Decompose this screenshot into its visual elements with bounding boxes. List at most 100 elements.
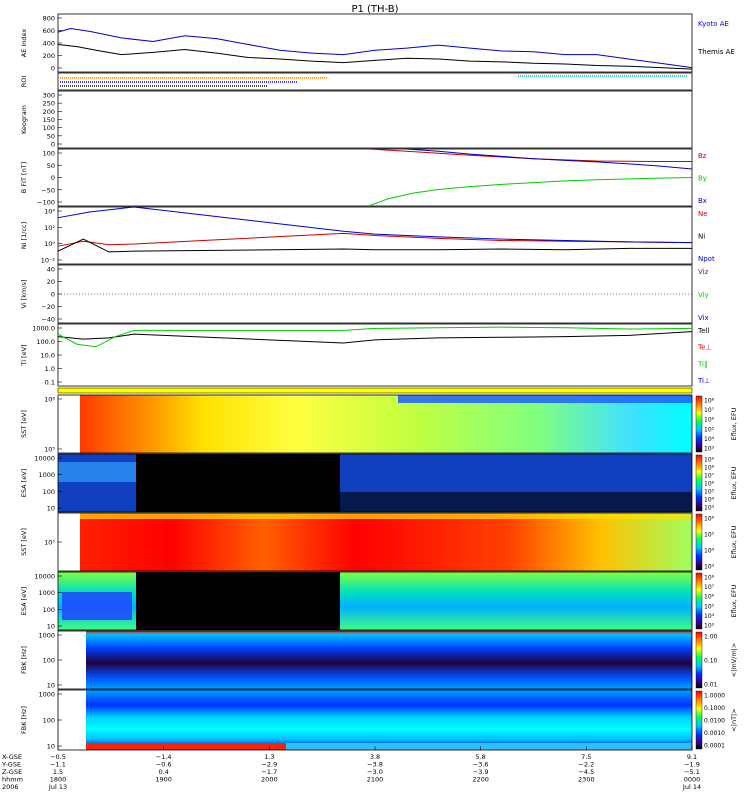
colorbar-tick-label: 10⁵ bbox=[704, 426, 715, 433]
colorbar-tick-label: 10⁶ bbox=[704, 417, 715, 424]
y-tick-label: 10⁶ bbox=[44, 396, 55, 404]
series-line-themis-ae bbox=[57, 43, 693, 70]
colorbar-tick-label: 1.0000 bbox=[704, 693, 725, 700]
colorbar-tick-label: 0.0001 bbox=[704, 743, 725, 750]
colorbar-tick-label: 10⁷ bbox=[704, 473, 715, 480]
y-axis-label: Keogram bbox=[20, 105, 28, 134]
colorbar-label: <|nT|> bbox=[730, 708, 738, 731]
x-tick-label: 1900 bbox=[155, 776, 172, 784]
y-tick-label: −100 bbox=[37, 199, 55, 207]
x-row-label: 2006 bbox=[2, 783, 19, 791]
figure-title: P1 (TH-B) bbox=[351, 4, 398, 15]
esa-e-black-gap bbox=[136, 454, 340, 512]
series-line-kyoto-ae bbox=[57, 27, 693, 69]
y-tick-label: 1000 bbox=[38, 471, 55, 479]
y-tick-label: 400 bbox=[43, 40, 55, 48]
panel-bfield: B FIT [nT] 100 50 0 −50 −100 Bz By Bx bbox=[20, 148, 707, 207]
x-tick-label: −2.2 bbox=[578, 761, 594, 769]
y-tick-label: 150 bbox=[43, 116, 55, 124]
colorbar-tick-label: 10⁷ bbox=[704, 407, 715, 414]
x-tick-label: 0000 bbox=[684, 776, 701, 784]
y-tick-label: 0 bbox=[51, 65, 55, 73]
x-tick-label: 1.5 bbox=[53, 768, 63, 776]
legend-ti: Ti⊥ bbox=[697, 377, 710, 385]
y-axis-label: FBK [Hz] bbox=[20, 646, 28, 674]
y-tick-label: 0.1 bbox=[45, 379, 55, 387]
y-tick-label: −20 bbox=[41, 303, 55, 311]
series-line-ni bbox=[57, 238, 692, 253]
x-tick-label: −2.9 bbox=[261, 761, 277, 769]
fbk-b-lowband2 bbox=[286, 743, 692, 750]
y-tick-label: 10⁻² bbox=[41, 257, 56, 265]
panel-frame bbox=[57, 90, 693, 149]
y-tick-label: 100.0 bbox=[36, 338, 55, 346]
colorbar-tick-label: 0.01 bbox=[704, 682, 718, 689]
y-tick-label: 50 bbox=[47, 132, 55, 140]
fbk-b-lowband bbox=[86, 743, 286, 750]
colorbar bbox=[695, 513, 703, 571]
x-row-label: X-GSE bbox=[2, 753, 22, 761]
y-tick-label: 10000 bbox=[34, 455, 55, 463]
y-tick-label: 0 bbox=[51, 141, 55, 149]
colorbar-tick-label: 10⁴ bbox=[704, 613, 715, 620]
x-tick-label: −1.7 bbox=[261, 768, 277, 776]
panel-velocity: Vi [km/s] 40 20 0 −20 −40 Viz Viy Vix bbox=[20, 264, 709, 324]
y-tick-label: 1000 bbox=[38, 691, 55, 699]
colorbar-tick-label: 10⁶ bbox=[704, 481, 715, 488]
x-tick-label: 2300 bbox=[578, 776, 595, 784]
colorbar-label: Eflux, EFU bbox=[730, 584, 738, 617]
y-axis-label: ESA [eV] bbox=[20, 587, 28, 615]
colorbar-tick-label: 10⁴ bbox=[704, 497, 715, 504]
y-tick-label: 10⁴ bbox=[44, 208, 55, 216]
panel-frame bbox=[57, 13, 693, 73]
colorbar-tick-label: 10⁵ bbox=[704, 489, 715, 496]
y-tick-label: 300 bbox=[43, 92, 55, 100]
legend-te: Te⊥ bbox=[697, 344, 712, 352]
x-tick-label: 7.5 bbox=[581, 753, 591, 761]
panel-frame bbox=[57, 394, 693, 454]
colorbar bbox=[695, 690, 703, 750]
legend-bz: Bz bbox=[698, 152, 707, 160]
y-tick-label: 1000.0 bbox=[32, 325, 55, 333]
y-axis-label: ESA [eV] bbox=[20, 469, 28, 497]
panel-esa_e: ESA [eV] 10000 1000 100 10 10⁹10⁸10⁷10⁶10⁵10⁴… bbox=[20, 453, 738, 513]
legend-viz: Viz bbox=[698, 268, 709, 276]
panel-esa_i: ESA [eV] 10000 1000 100 10 10⁸ 10⁷ 10⁶ 10⁵ 10⁴ 10³… bbox=[20, 571, 738, 631]
panel-fbk_b: FBK [Hz] 1000 100 10 1.0000 0.1000 0.0100 0.001… bbox=[20, 689, 738, 751]
x-tick-label: Jul 13 bbox=[48, 783, 67, 791]
colorbar-tick-label: 10⁸ bbox=[704, 575, 715, 582]
legend-vix: Vix bbox=[698, 314, 709, 322]
colorbar-label: Eflux, EFU bbox=[730, 466, 738, 499]
colorbar bbox=[695, 454, 703, 512]
x-tick-label: 1.3 bbox=[264, 753, 274, 761]
panel-frame bbox=[57, 72, 693, 91]
legend-bx: Bx bbox=[698, 197, 707, 205]
sst-i-topband bbox=[80, 513, 692, 519]
colorbar-tick-label: 0.1000 bbox=[704, 705, 725, 712]
y-axis-label: B FIT [nT] bbox=[20, 162, 28, 193]
x-tick-label: −1.1 bbox=[50, 761, 66, 769]
y-tick-label: 100 bbox=[43, 150, 55, 158]
series-line-npot bbox=[57, 206, 693, 244]
y-tick-label: 10 bbox=[47, 682, 55, 690]
sst-e-topband bbox=[398, 395, 692, 403]
panel-frame bbox=[57, 264, 693, 324]
legend-tell: Tell bbox=[697, 327, 709, 335]
series-line-bx bbox=[406, 148, 693, 170]
colorbar-tick-label: 0.0010 bbox=[704, 730, 725, 737]
y-tick-label: 10⁰ bbox=[44, 240, 55, 248]
y-axis-label: AE Index bbox=[20, 29, 28, 58]
esa-i-lowband bbox=[62, 592, 132, 620]
series-line-bz bbox=[368, 148, 692, 163]
x-tick-label: −3.9 bbox=[473, 768, 489, 776]
x-tick-label: 2100 bbox=[367, 776, 384, 784]
sst-i-gap bbox=[58, 513, 80, 571]
y-tick-label: 100 bbox=[43, 488, 55, 496]
esa-i-black-gap bbox=[136, 572, 340, 630]
y-axis-label: SST [eV] bbox=[20, 528, 28, 556]
colorbar-tick-label: 10⁸ bbox=[704, 398, 715, 405]
sst-i-spectrogram bbox=[80, 513, 692, 571]
x-tick-label: 9.1 bbox=[687, 753, 697, 761]
